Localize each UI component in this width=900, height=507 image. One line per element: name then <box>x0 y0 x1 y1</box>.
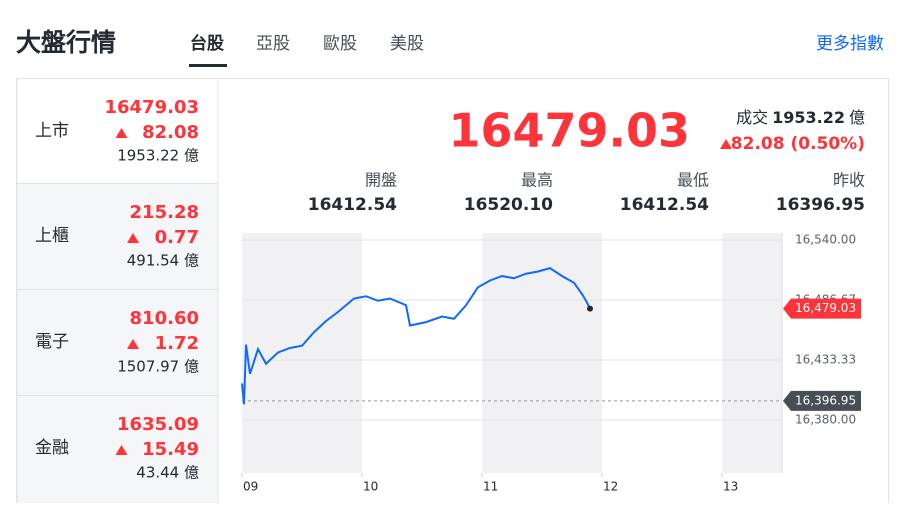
session-shade <box>482 233 602 473</box>
tab[interactable]: 美股 <box>390 34 424 54</box>
last-tag-bg <box>783 298 861 319</box>
index-name: 上櫃 <box>35 226 69 246</box>
stat-value: 16412.54 <box>620 195 709 215</box>
title: 大盤行情 <box>16 28 116 57</box>
tab[interactable]: 台股 <box>190 33 224 54</box>
index-change: 0.77 <box>155 227 199 248</box>
sidebar-row[interactable] <box>16 183 219 290</box>
tab[interactable]: 亞股 <box>256 34 290 54</box>
volume-line: 成交 1953.22 億 <box>736 108 865 127</box>
stat-value: 16396.95 <box>776 195 865 215</box>
index-volume: 43.44 億 <box>136 464 199 482</box>
index-name: 上市 <box>35 121 69 141</box>
index-price: 1635.09 <box>117 414 199 435</box>
last-tag: 16,479.03 <box>795 301 856 315</box>
stat-label: 最高 <box>521 171 553 190</box>
tab-underline <box>189 64 227 67</box>
y-tick-label: 16,540.00 <box>795 233 856 247</box>
stat-value: 16520.10 <box>464 195 553 215</box>
volume-part: 1953.22 <box>772 108 845 127</box>
session-shade <box>722 233 782 473</box>
up-arrow <box>115 128 128 138</box>
sidebar-row[interactable] <box>16 395 219 504</box>
last-point <box>587 305 593 312</box>
price-line <box>241 267 591 405</box>
session-shade <box>242 233 362 473</box>
index-price: 215.28 <box>130 202 199 223</box>
stat-label: 開盤 <box>365 171 397 190</box>
index-price: 16479.03 <box>104 97 199 118</box>
big-price: 16479.03 <box>448 104 690 158</box>
index-price: 810.60 <box>130 308 199 329</box>
up-arrow <box>115 445 128 455</box>
index-volume: 1953.22 億 <box>117 147 199 165</box>
more-link[interactable]: 更多指數 <box>816 34 884 54</box>
index-change: 82.08 <box>142 122 199 143</box>
x-tick-label: 11 <box>483 480 498 494</box>
sidebar-row[interactable] <box>16 289 219 396</box>
prev-close-tag-bg <box>783 390 861 411</box>
y-tick-label: 16,380.00 <box>795 413 856 427</box>
index-volume: 1507.97 億 <box>117 358 199 376</box>
stat-value: 16412.54 <box>308 195 397 215</box>
summary-change: 82.08 (0.50%) <box>731 134 865 154</box>
index-name: 金融 <box>35 438 69 458</box>
tab[interactable]: 歐股 <box>323 34 357 54</box>
x-tick-label: 09 <box>243 480 258 494</box>
index-name: 電子 <box>35 332 69 352</box>
index-volume: 491.54 億 <box>127 252 199 270</box>
stat-label: 昨收 <box>833 171 865 190</box>
stat-label: 最低 <box>677 171 709 190</box>
volume-part: 億 <box>849 108 865 127</box>
x-tick-label: 10 <box>363 480 378 494</box>
x-tick-label: 13 <box>723 480 738 494</box>
up-arrow <box>127 233 139 243</box>
prev-close-tag: 16,396.95 <box>795 393 856 407</box>
index-change: 1.72 <box>155 333 199 354</box>
x-tick-label: 12 <box>603 480 618 494</box>
volume-part: 成交 <box>736 108 768 127</box>
up-arrow <box>127 339 139 349</box>
index-change: 15.49 <box>142 439 199 460</box>
up-arrow <box>720 139 732 149</box>
y-tick-label: 16,433.33 <box>795 353 856 367</box>
